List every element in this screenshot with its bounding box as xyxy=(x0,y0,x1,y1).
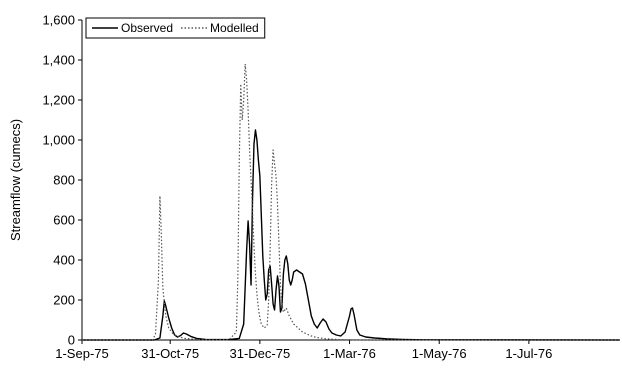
y-tick-label: 1,600 xyxy=(42,13,75,28)
y-tick-label: 1,200 xyxy=(42,93,75,108)
x-tick-label: 1-Sep-75 xyxy=(55,346,108,361)
y-tick-label: 200 xyxy=(53,293,75,308)
x-tick-label: 1-Mar-76 xyxy=(323,346,376,361)
y-axis-ticks: 0 200 400 600 800 1,000 1,200 1,400 1,600 xyxy=(42,13,82,348)
x-tick-label: 31-Dec-75 xyxy=(230,346,291,361)
y-tick-label: 0 xyxy=(68,333,75,348)
legend-box xyxy=(85,17,266,39)
axes xyxy=(81,20,620,341)
x-tick-label: 1-Jul-76 xyxy=(505,346,552,361)
series-lines xyxy=(82,63,621,341)
legend-label-modelled: Modelled xyxy=(210,21,259,35)
legend: Observed Modelled xyxy=(85,17,266,39)
legend-label-observed: Observed xyxy=(121,21,173,35)
y-axis-title: Streamflow (cumecs) xyxy=(8,119,23,241)
y-tick-label: 400 xyxy=(53,253,75,268)
y-tick-label: 1,000 xyxy=(42,133,75,148)
y-tick-label: 600 xyxy=(53,213,75,228)
y-tick-label: 1,400 xyxy=(42,53,75,68)
series-line-modelled xyxy=(82,63,620,341)
x-axis-ticks: 1-Sep-75 31-Oct-75 31-Dec-75 1-Mar-76 1-May-… xyxy=(55,340,552,361)
series-line-observed xyxy=(82,129,621,341)
x-tick-label: 1-May-76 xyxy=(412,346,467,361)
y-tick-label: 800 xyxy=(53,173,75,188)
x-tick-label: 31-Oct-75 xyxy=(141,346,199,361)
